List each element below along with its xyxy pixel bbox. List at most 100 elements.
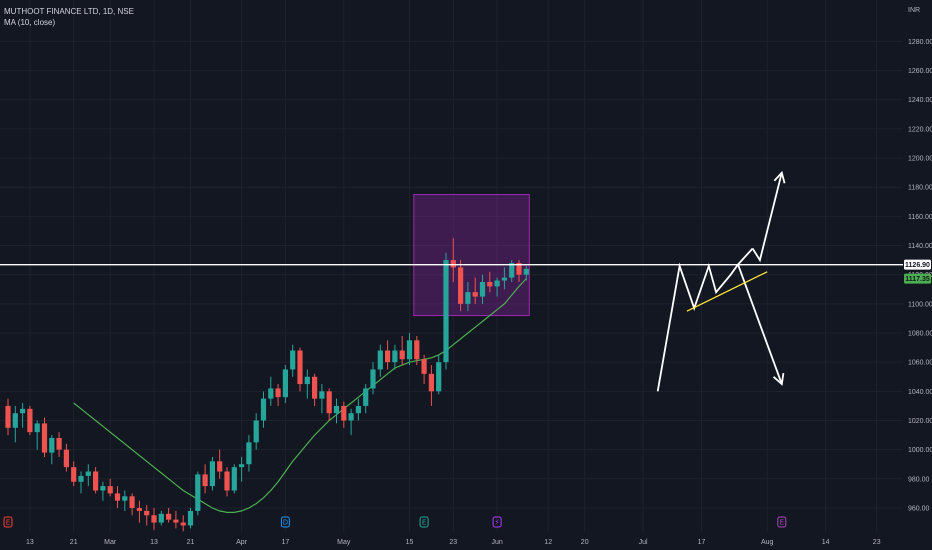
candle-body: [399, 350, 405, 360]
candle-body: [49, 437, 55, 453]
candle-body: [458, 267, 464, 304]
candle: [487, 271, 493, 293]
x-tick-label: 17: [698, 539, 706, 546]
candle: [385, 340, 391, 370]
x-tick-label: 15: [406, 539, 414, 546]
y-tick-label: 1000.00: [908, 447, 932, 454]
candle: [450, 238, 456, 282]
price-badge-text: 1126.90: [905, 262, 930, 269]
candle-body: [348, 413, 354, 421]
y-tick-label: 1260.00: [908, 68, 932, 75]
candle-body: [253, 420, 259, 443]
candle-body: [297, 350, 303, 385]
candle: [341, 401, 347, 428]
candle: [27, 405, 33, 436]
candle: [217, 449, 223, 479]
candle: [253, 413, 259, 450]
x-tick-label: May: [337, 539, 351, 546]
price-badge-last: 1126.90: [904, 259, 931, 270]
event-marker: E: [3, 516, 13, 528]
candle: [260, 391, 267, 428]
event-marker: ⚡: [492, 516, 502, 528]
y-tick-label: 1040.00: [908, 389, 932, 396]
candle: [71, 461, 77, 487]
event-marker: E: [777, 516, 787, 528]
chart-legend: MUTHOOT FINANCE LTD, 1D, NSE MA (10, clo…: [4, 6, 134, 28]
candle: [355, 398, 361, 421]
candle: [458, 260, 464, 312]
candle-body: [136, 507, 142, 511]
candle: [12, 405, 18, 443]
candle-body: [85, 471, 91, 476]
candle: [436, 354, 442, 395]
candle-body: [122, 496, 128, 501]
x-tick-label: Mar: [104, 539, 117, 546]
candle-body: [209, 461, 215, 487]
candle-body: [443, 260, 449, 363]
candle-body: [341, 405, 347, 421]
candle-body: [326, 391, 332, 414]
candle-body: [355, 405, 361, 414]
candle: [129, 493, 135, 516]
candle: [443, 252, 449, 370]
candle-body: [392, 350, 398, 363]
x-tick-label: 12: [544, 539, 552, 546]
candle: [166, 507, 172, 523]
candle-body: [290, 350, 296, 370]
indicator-title[interactable]: MA (10, close): [4, 18, 56, 27]
candle: [494, 277, 500, 297]
candle: [114, 486, 121, 508]
candle: [472, 277, 478, 304]
candle: [275, 384, 281, 406]
candle-body: [78, 475, 84, 482]
candle-body: [487, 281, 493, 287]
candle-body: [114, 493, 121, 501]
candle: [465, 281, 471, 312]
candles: [5, 238, 529, 532]
candle-body: [107, 486, 113, 494]
event-marker: D: [280, 516, 290, 528]
x-tick-label: Jul: [639, 539, 648, 546]
price-badge-bg: [904, 259, 931, 270]
candle: [312, 373, 318, 406]
y-tick-label: 1220.00: [908, 126, 932, 133]
candle-body: [63, 449, 69, 468]
x-tick-label: 20: [581, 539, 589, 546]
candle: [421, 354, 427, 385]
y-tick-label: 1240.00: [908, 97, 932, 104]
event-marker-box: [419, 516, 429, 528]
candle-body: [319, 391, 325, 399]
y-tick-label: 960.00: [908, 505, 930, 512]
candle-body: [406, 340, 413, 360]
y-tick-label: 1140.00: [908, 243, 932, 250]
event-markers[interactable]: E D E ⚡ E: [3, 516, 787, 528]
candle: [107, 478, 113, 497]
candle-body: [180, 522, 186, 526]
yellow-trend-line: [686, 271, 768, 312]
candle-body: [20, 408, 26, 414]
y-tick-label: 1060.00: [908, 360, 932, 367]
x-tick-label: 13: [26, 539, 34, 546]
candle: [428, 365, 434, 406]
candle: [41, 417, 48, 457]
candle: [406, 333, 413, 366]
y-tick-label: 1280.00: [908, 39, 932, 46]
event-marker-box: [492, 516, 502, 528]
x-tick-label: 14: [822, 539, 830, 546]
candle-body: [472, 292, 478, 297]
freehand-drawings[interactable]: [656, 170, 786, 392]
candle: [63, 443, 69, 472]
candle: [56, 432, 62, 457]
down-arrow-path: [737, 264, 783, 385]
candle-body: [312, 376, 318, 399]
event-marker-letter: E: [422, 519, 426, 527]
currency-label: INR: [908, 7, 920, 14]
candle-body: [187, 510, 194, 526]
candle-body: [27, 408, 33, 433]
x-tick-label: Aug: [761, 539, 774, 546]
time-axis[interactable]: 13 21 Mar 13 21 Apr 17 May 15 23 Jun 12 20 Jul 17 Aug 14…: [26, 539, 881, 546]
rectangle-drawing[interactable]: [413, 194, 530, 317]
symbol-title[interactable]: MUTHOOT FINANCE LTD, 1D, NSE: [4, 7, 134, 16]
candle-body: [195, 474, 201, 511]
